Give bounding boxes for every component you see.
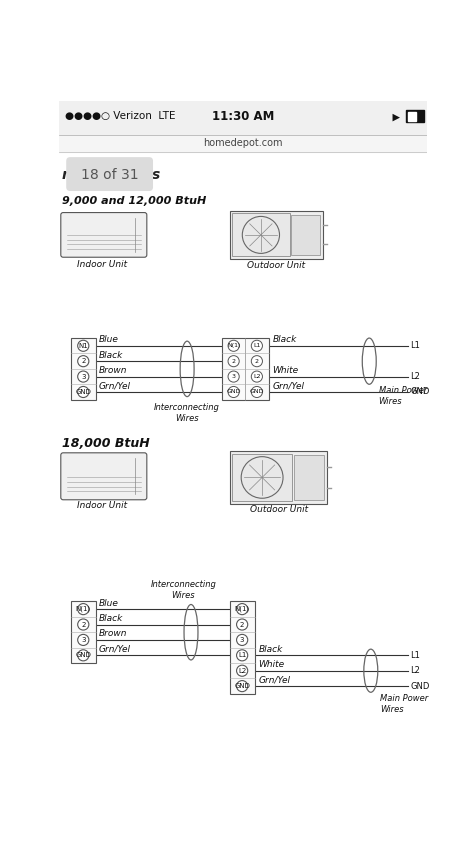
Circle shape <box>228 386 239 398</box>
Circle shape <box>78 356 89 367</box>
Bar <box>232 453 292 501</box>
Bar <box>232 214 290 257</box>
Text: 3: 3 <box>232 374 236 379</box>
Circle shape <box>228 341 239 352</box>
Bar <box>294 455 324 500</box>
Bar <box>230 601 255 694</box>
Circle shape <box>237 650 248 661</box>
Text: L1: L1 <box>238 653 246 659</box>
Text: 11:30 AM: 11:30 AM <box>212 110 274 123</box>
Text: GND: GND <box>75 653 91 659</box>
Text: Indoor Unit: Indoor Unit <box>77 501 127 510</box>
Bar <box>71 601 96 663</box>
Bar <box>230 452 327 504</box>
FancyBboxPatch shape <box>61 452 147 500</box>
Text: White: White <box>273 366 299 375</box>
Text: Grn/Yel: Grn/Yel <box>273 382 304 390</box>
Text: 2: 2 <box>240 621 244 627</box>
Bar <box>406 110 423 123</box>
Bar <box>59 101 427 135</box>
Text: 18 of 31: 18 of 31 <box>81 168 138 182</box>
Text: 3: 3 <box>81 637 85 643</box>
Circle shape <box>78 341 89 352</box>
Text: Interconnecting
Wires: Interconnecting Wires <box>154 403 220 423</box>
Text: 2: 2 <box>81 358 85 364</box>
Text: ●●●●○ Verizon  LTE: ●●●●○ Verizon LTE <box>65 111 176 121</box>
Text: homedepot.com: homedepot.com <box>203 138 283 148</box>
Text: L2: L2 <box>410 666 420 675</box>
Text: Grn/Yel: Grn/Yel <box>258 675 291 685</box>
Text: 2: 2 <box>81 621 85 627</box>
Text: Blue: Blue <box>99 336 118 344</box>
Text: m W: m W <box>63 168 97 182</box>
Text: Main Power
Wires: Main Power Wires <box>380 694 428 714</box>
Circle shape <box>78 650 89 661</box>
Text: GND: GND <box>250 389 264 394</box>
Text: N(1): N(1) <box>76 606 91 612</box>
Circle shape <box>78 604 89 615</box>
Circle shape <box>78 371 89 382</box>
Circle shape <box>251 386 263 398</box>
Text: GND: GND <box>234 683 250 689</box>
Bar <box>230 211 323 259</box>
Text: White: White <box>258 660 284 669</box>
Text: ◀: ◀ <box>392 111 400 121</box>
Circle shape <box>237 680 248 691</box>
Text: Interconnecting
Wires: Interconnecting Wires <box>150 579 216 600</box>
Bar <box>417 114 418 119</box>
Text: 3: 3 <box>240 637 245 643</box>
Text: Black: Black <box>273 336 297 344</box>
Text: GND: GND <box>410 681 430 690</box>
Text: Indoor Unit: Indoor Unit <box>77 260 127 268</box>
Text: L2: L2 <box>238 668 246 674</box>
Circle shape <box>78 619 89 630</box>
Text: Black: Black <box>258 645 283 653</box>
Circle shape <box>237 665 248 676</box>
Text: L1: L1 <box>410 651 420 660</box>
Circle shape <box>237 634 248 645</box>
Text: L1: L1 <box>253 343 261 348</box>
FancyBboxPatch shape <box>61 213 147 257</box>
Text: L2: L2 <box>253 374 261 379</box>
Circle shape <box>251 371 263 382</box>
Text: Black: Black <box>99 351 123 360</box>
Circle shape <box>237 619 248 630</box>
FancyBboxPatch shape <box>66 157 153 191</box>
Text: L1: L1 <box>410 341 420 351</box>
Bar <box>222 338 268 399</box>
Circle shape <box>228 356 239 367</box>
Text: Brown: Brown <box>99 366 128 375</box>
Text: Grn/Yel: Grn/Yel <box>99 382 131 390</box>
Text: GND: GND <box>75 389 91 395</box>
Bar <box>59 135 427 151</box>
Text: 3: 3 <box>81 373 85 379</box>
Text: L2: L2 <box>410 372 420 381</box>
Bar <box>71 338 96 399</box>
Text: 2: 2 <box>232 358 236 363</box>
Text: GND: GND <box>410 388 430 396</box>
Text: Main Power
Wires: Main Power Wires <box>379 386 427 406</box>
Text: 18,000 BtuH: 18,000 BtuH <box>63 437 150 450</box>
Circle shape <box>78 386 89 398</box>
Text: N(1): N(1) <box>235 606 250 612</box>
Bar <box>408 112 416 121</box>
Text: Black: Black <box>99 614 123 623</box>
Text: Blue: Blue <box>99 599 118 607</box>
Circle shape <box>237 604 248 615</box>
Text: 2: 2 <box>255 358 259 363</box>
Circle shape <box>78 634 89 645</box>
Text: N1: N1 <box>78 343 88 349</box>
Text: 9,000 and 12,000 BtuH: 9,000 and 12,000 BtuH <box>63 196 207 206</box>
Text: Brown: Brown <box>99 629 128 638</box>
Text: Outdoor Unit: Outdoor Unit <box>247 261 305 270</box>
Text: Outdoor Unit: Outdoor Unit <box>249 505 308 514</box>
Text: GND: GND <box>227 389 241 394</box>
Text: Grn/Yel: Grn/Yel <box>99 645 131 653</box>
Circle shape <box>228 371 239 382</box>
Circle shape <box>251 341 263 352</box>
Bar <box>292 215 320 255</box>
Circle shape <box>251 356 263 367</box>
Text: s: s <box>152 168 161 182</box>
Text: N(1): N(1) <box>227 343 240 348</box>
